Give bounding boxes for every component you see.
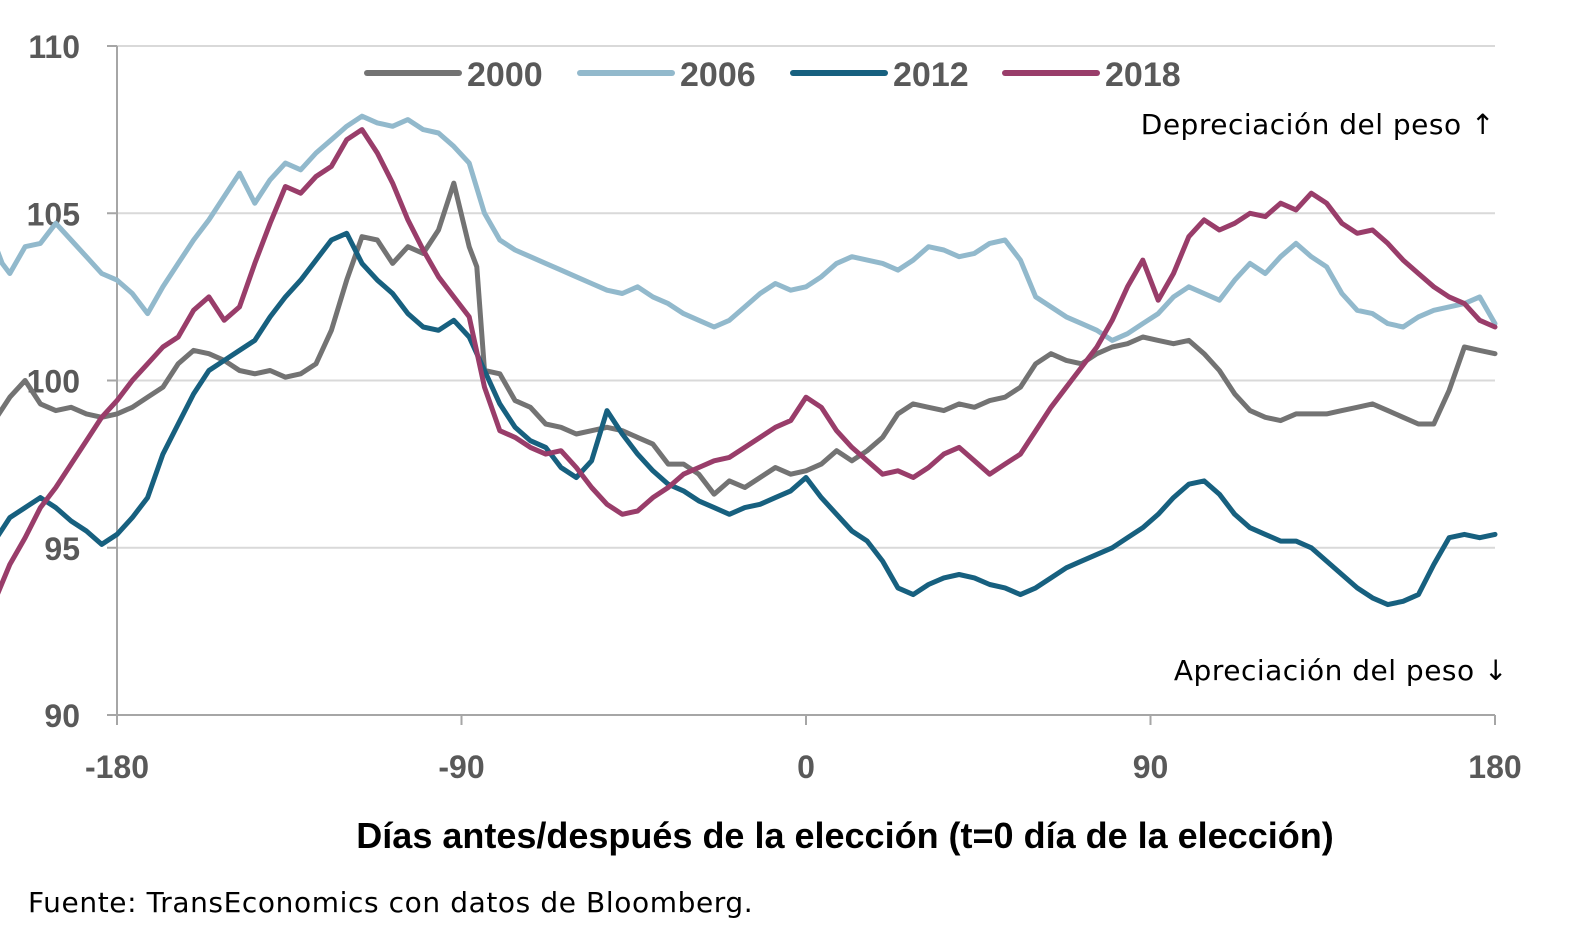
series-line-2012 [0, 230, 1498, 608]
x-axis-title: Días antes/después de la elección (t=0 d… [356, 815, 1333, 856]
legend-label: 2018 [1105, 56, 1181, 94]
series-line-2000 [0, 180, 1498, 497]
x-tick-label: -180 [85, 749, 149, 785]
y-tick-label: 90 [44, 698, 80, 734]
gridlines [117, 45, 1495, 549]
legend: 2000 2006 2012 2018 [364, 56, 1181, 94]
y-tick-label: 95 [44, 531, 80, 567]
x-tick-label: -90 [438, 749, 484, 785]
x-tick-label: 180 [1468, 749, 1521, 785]
x-tick-label: 0 [797, 749, 815, 785]
legend-label: 2006 [680, 56, 756, 94]
x-tick-label: 90 [1133, 749, 1169, 785]
legend-item-2018: 2018 [1002, 56, 1181, 94]
series-line-2018 [0, 127, 1498, 595]
legend-item-2012: 2012 [790, 56, 969, 94]
series-line-2006 [0, 113, 1498, 343]
legend-item-2000: 2000 [364, 56, 543, 94]
y-tick-label: 110 [28, 29, 80, 65]
appreciation-annotation: Apreciación del peso ↓ [1174, 654, 1508, 687]
series-lines [0, 113, 1498, 608]
depreciation-annotation: Depreciación del peso ↑ [1141, 108, 1495, 141]
legend-label: 2012 [893, 56, 969, 94]
legend-item-2006: 2006 [577, 56, 756, 94]
legend-label: 2000 [467, 56, 543, 94]
source-note: Fuente: TransEconomics con datos de Bloo… [28, 886, 753, 919]
